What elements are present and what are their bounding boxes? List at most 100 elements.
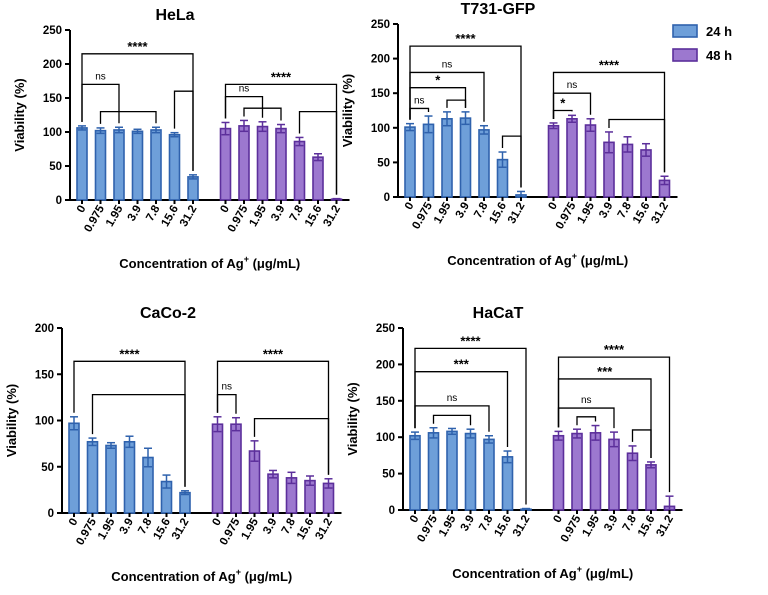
bar-48h-0.975 xyxy=(571,432,583,511)
bar-24h-0 xyxy=(409,434,421,511)
significance-label: ns xyxy=(221,382,232,393)
significance-bracket xyxy=(253,418,330,475)
significance-label: **** xyxy=(604,342,625,357)
significance-label: **** xyxy=(460,333,481,348)
x-tick-label: 3.9 xyxy=(602,514,620,534)
bar-24h-0 xyxy=(404,126,416,198)
y-tick-label: 150 xyxy=(376,396,395,408)
significance-label: **** xyxy=(263,346,284,361)
bar-48h-15.6 xyxy=(645,464,657,511)
significance-label: ns xyxy=(567,80,578,91)
significance-label: ns xyxy=(442,59,453,70)
bar-48h-0 xyxy=(219,127,232,201)
y-tick-label: 250 xyxy=(376,323,395,335)
significance-bracket xyxy=(409,107,430,120)
y-tick-label: 0 xyxy=(389,505,395,517)
bar-24h-0 xyxy=(68,422,80,514)
significance-label: ns xyxy=(581,395,592,406)
x-axis-label: Concentration of Ag+ (μg/mL) xyxy=(119,254,300,271)
significance-bracket xyxy=(81,83,120,124)
x-tick-label: 3.9 xyxy=(126,204,144,224)
chart-title: T731-GFP xyxy=(461,1,536,18)
x-tick-label: 15.6 xyxy=(631,201,653,226)
significance-bracket xyxy=(501,135,522,188)
significance-bracket xyxy=(557,378,652,458)
bar-48h-7.8 xyxy=(293,140,306,201)
x-tick-label: 0.975 xyxy=(82,203,107,234)
bar-48h-0.975 xyxy=(238,125,250,201)
significance-bracket xyxy=(446,99,467,108)
bar-48h-3.9 xyxy=(608,438,620,511)
x-tick-label: 1.95 xyxy=(104,203,126,229)
significance-label: *** xyxy=(597,364,613,379)
significance-label: * xyxy=(560,96,566,111)
bar-24h-15.6 xyxy=(501,456,514,511)
significance-bracket xyxy=(576,416,597,426)
x-tick-label: 3.9 xyxy=(459,514,477,534)
significance-label: **** xyxy=(127,39,148,54)
bar-48h-15.6 xyxy=(312,156,324,201)
y-tick-label: 150 xyxy=(35,369,54,381)
x-tick-label: 3.9 xyxy=(269,204,287,224)
x-tick-label: 0 xyxy=(67,517,81,529)
x-axis-label-units: (μg/mL) xyxy=(241,569,292,584)
bar-48h-1.95 xyxy=(589,432,602,511)
x-tick-label: 1.95 xyxy=(581,513,603,539)
legend-label: 24 h xyxy=(706,24,732,39)
x-tick-label: 15.6 xyxy=(160,204,182,229)
y-tick-label: 150 xyxy=(43,93,62,105)
legend: 24 h 48 h xyxy=(672,24,732,63)
x-axis-label-main: Concentration of Ag xyxy=(119,256,244,271)
y-tick-label: 50 xyxy=(49,161,62,173)
y-tick-label: 200 xyxy=(35,323,54,335)
bar-24h-7.8 xyxy=(150,129,162,201)
y-tick-label: 250 xyxy=(43,25,62,37)
x-tick-label: 31.2 xyxy=(655,514,677,539)
chart-title: HeLa xyxy=(155,7,194,24)
x-tick-label: 15.6 xyxy=(493,514,515,539)
x-axis-label: Concentration of Ag+ (μg/mL) xyxy=(452,564,633,581)
y-tick-label: 50 xyxy=(382,469,395,481)
bar-48h-3.9 xyxy=(275,127,287,201)
significance-bracket xyxy=(173,90,194,171)
bar-24h-0.975 xyxy=(422,123,435,198)
y-tick-label: 0 xyxy=(384,192,390,204)
y-tick-label: 200 xyxy=(376,359,395,371)
significance-label: ns xyxy=(447,393,458,404)
x-tick-label: 31.2 xyxy=(650,201,672,226)
significance-bracket xyxy=(216,393,237,414)
bar-24h-1.95 xyxy=(105,444,117,514)
x-tick-label: 31.2 xyxy=(170,517,192,542)
x-axis-label-units: (μg/mL) xyxy=(577,253,628,268)
significance-bracket xyxy=(608,118,666,173)
x-tick-label: 0.975 xyxy=(559,513,584,544)
x-axis-label-main: Concentration of Ag xyxy=(111,569,236,584)
bar-48h-1.95 xyxy=(584,124,597,198)
x-tick-label: 0 xyxy=(408,514,422,526)
y-axis-label: Viability (%) xyxy=(340,74,355,147)
bar-24h-1.95 xyxy=(113,129,125,201)
bar-48h-0 xyxy=(211,423,224,514)
y-tick-label: 200 xyxy=(371,54,390,66)
x-axis-label-main: Concentration of Ag xyxy=(452,566,577,581)
bar-24h-3.9 xyxy=(459,117,472,198)
legend-label: 48 h xyxy=(706,48,732,63)
y-tick-label: 100 xyxy=(371,123,390,135)
x-axis-label-sup: + xyxy=(577,564,582,574)
bar-24h-7.8 xyxy=(478,129,490,198)
significance-label: ns xyxy=(414,95,425,106)
bar-24h-15.6 xyxy=(168,133,181,201)
significance-label: * xyxy=(435,73,441,88)
x-tick-label: 31.2 xyxy=(314,517,336,542)
x-tick-label: 31.2 xyxy=(322,204,344,229)
legend-swatch-24h xyxy=(672,24,698,38)
bar-24h-1.95 xyxy=(441,118,453,198)
x-axis-label-sup: + xyxy=(236,567,241,577)
bar-48h-1.95 xyxy=(256,125,269,201)
significance-bracket xyxy=(414,405,490,432)
bar-24h-7.8 xyxy=(483,438,495,511)
x-tick-label: 0.975 xyxy=(218,516,243,547)
x-tick-label: 31.2 xyxy=(506,201,528,226)
y-tick-label: 0 xyxy=(56,195,62,207)
